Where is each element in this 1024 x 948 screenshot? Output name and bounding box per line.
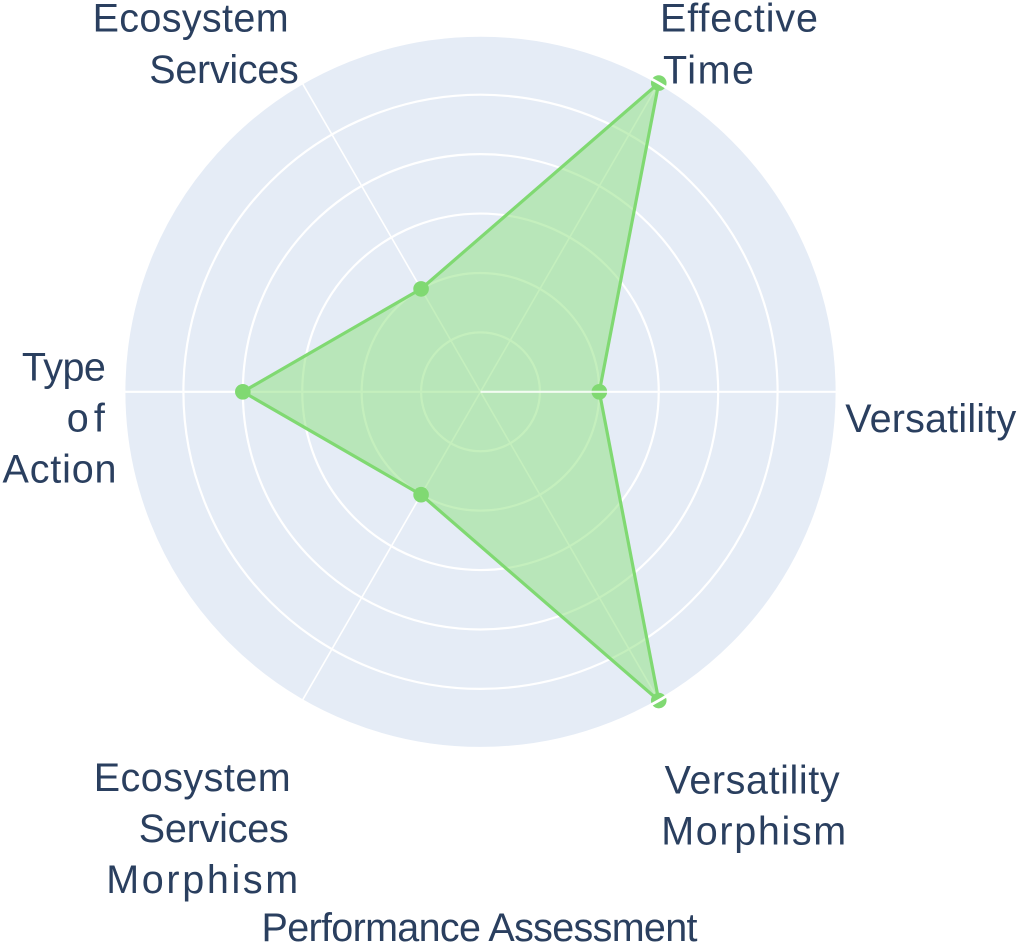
svg-text:Services: Services: [149, 48, 299, 92]
svg-text:Morphism: Morphism: [106, 858, 298, 902]
svg-text:Versatility: Versatility: [665, 759, 840, 803]
svg-text:Performance Assessment: Performance Assessment: [262, 906, 698, 948]
svg-text:Versatility: Versatility: [845, 397, 1016, 441]
svg-text:of: of: [67, 397, 106, 441]
svg-text:Effective: Effective: [660, 0, 818, 41]
svg-text:Morphism: Morphism: [661, 810, 846, 854]
svg-text:Type: Type: [22, 346, 106, 390]
svg-text:Ecosystem: Ecosystem: [94, 756, 291, 800]
svg-text:Services: Services: [139, 807, 289, 851]
svg-text:Time: Time: [663, 49, 754, 93]
svg-text:Action: Action: [3, 448, 117, 492]
svg-text:Ecosystem: Ecosystem: [93, 0, 289, 40]
